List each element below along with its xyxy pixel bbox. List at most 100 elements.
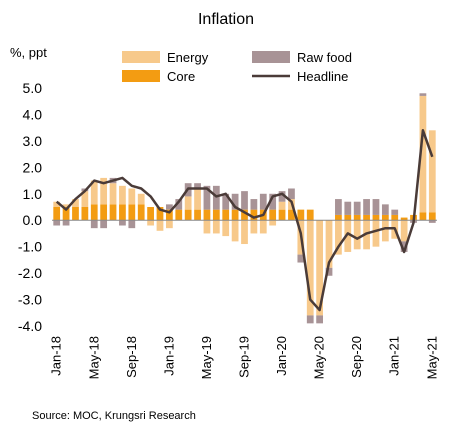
bar-raw-food — [288, 188, 295, 200]
y-tick-label: 4.0 — [23, 106, 43, 122]
bar-energy — [353, 220, 361, 250]
bar-energy — [250, 220, 258, 234]
x-tick-label: May-20 — [312, 336, 327, 379]
bar-energy — [278, 201, 286, 210]
bar-core — [81, 207, 89, 221]
bar-energy — [137, 193, 145, 205]
bar-raw-food — [90, 220, 98, 229]
bar-raw-food — [297, 254, 305, 263]
x-tick-label: May-21 — [424, 336, 439, 379]
bar-raw-food — [428, 220, 436, 223]
source-note: Source: MOC, Krungsri Research — [32, 410, 196, 422]
bar-energy — [259, 220, 267, 234]
bar-core — [381, 214, 389, 221]
bar-core — [100, 204, 108, 221]
bar-raw-food — [175, 199, 183, 210]
legend-swatch-core — [122, 70, 160, 82]
headline-series — [55, 129, 434, 312]
bar-energy — [109, 183, 117, 205]
y-tick-label: -4.0 — [18, 318, 42, 334]
bar-core — [372, 214, 380, 221]
bar-core — [212, 209, 220, 221]
bar-energy — [203, 220, 211, 234]
x-tick-label: May-19 — [199, 336, 214, 379]
bar-energy — [325, 220, 333, 268]
bar-energy — [72, 199, 79, 207]
bar-core — [353, 214, 361, 221]
bar-core — [250, 209, 258, 221]
y-tick-label: 0.0 — [23, 212, 43, 228]
bar-core — [419, 212, 427, 221]
bar-energy — [212, 220, 220, 234]
bar-energy — [306, 220, 314, 316]
bar-raw-food — [306, 315, 314, 324]
bar-core — [288, 209, 295, 221]
bar-core — [119, 204, 126, 221]
bar-raw-food — [381, 204, 389, 215]
bar-core — [428, 212, 436, 221]
bar-raw-food — [325, 267, 333, 276]
x-tick-label: May-18 — [86, 336, 101, 379]
bar-core — [391, 214, 399, 221]
bar-raw-food — [212, 185, 220, 210]
bar-raw-food — [259, 193, 267, 210]
bar-energy — [53, 201, 61, 207]
bar-core — [165, 209, 173, 221]
bar-raw-food — [100, 220, 108, 229]
bar-core — [175, 209, 183, 221]
bar-core — [278, 209, 286, 221]
bar-energy — [316, 220, 324, 316]
bars — [53, 93, 436, 324]
bar-core — [184, 209, 192, 221]
bar-energy — [194, 188, 201, 210]
y-tick-label: 5.0 — [23, 80, 43, 96]
bar-raw-food — [335, 199, 342, 215]
y-tick-label: 1.0 — [23, 186, 43, 202]
x-axis-ticks: Jan-18 May-18 Sep-18 Jan-19 May-19 Sep-19 Jan-… — [49, 336, 440, 379]
x-tick-label: Jan-18 — [49, 336, 64, 376]
bar-core — [128, 204, 136, 221]
bar-raw-food — [165, 204, 173, 210]
bar-energy — [165, 220, 173, 229]
x-tick-label: Jan-19 — [161, 336, 176, 376]
y-tick-label: 2.0 — [23, 159, 43, 175]
legend-label-energy: Energy — [167, 50, 209, 65]
bar-core — [90, 204, 98, 221]
bar-raw-food — [128, 220, 136, 229]
bar-energy — [222, 220, 230, 237]
bar-core — [137, 204, 145, 221]
bar-raw-food — [269, 193, 277, 210]
x-tick-label: Jan-21 — [387, 336, 402, 376]
y-axis-unit: %, ppt — [10, 45, 47, 60]
bar-raw-food — [250, 199, 258, 210]
bar-raw-food — [278, 191, 286, 202]
bar-raw-food — [363, 199, 370, 215]
x-tick-label: Sep-20 — [349, 336, 364, 378]
bar-core — [72, 207, 79, 221]
bar-core — [203, 209, 211, 221]
bar-raw-food — [53, 220, 61, 226]
bar-energy — [344, 220, 352, 252]
bar-core — [344, 214, 352, 221]
bar-core — [147, 207, 154, 221]
y-axis-ticks: 5.0 4.0 3.0 2.0 1.0 0.0 -1.0 -2.0 -3.0 -4.0 — [18, 80, 42, 334]
bar-energy — [128, 188, 136, 205]
bar-energy — [400, 220, 408, 242]
y-tick-label: -3.0 — [18, 292, 42, 308]
bar-core — [62, 207, 70, 221]
bar-core — [241, 209, 248, 221]
bar-energy — [419, 95, 427, 213]
legend-label-core: Core — [167, 69, 195, 84]
bar-core — [231, 209, 239, 221]
bar-raw-food — [391, 209, 399, 215]
bar-raw-food — [316, 315, 324, 324]
bar-energy — [81, 191, 89, 207]
bar-raw-food — [222, 193, 230, 210]
legend-swatch-energy — [122, 51, 160, 63]
bar-raw-food — [241, 191, 248, 210]
bar-core — [306, 209, 314, 221]
bar-energy — [184, 196, 192, 210]
bar-raw-food — [231, 193, 239, 210]
bar-energy — [147, 220, 154, 226]
bar-energy — [335, 220, 342, 255]
